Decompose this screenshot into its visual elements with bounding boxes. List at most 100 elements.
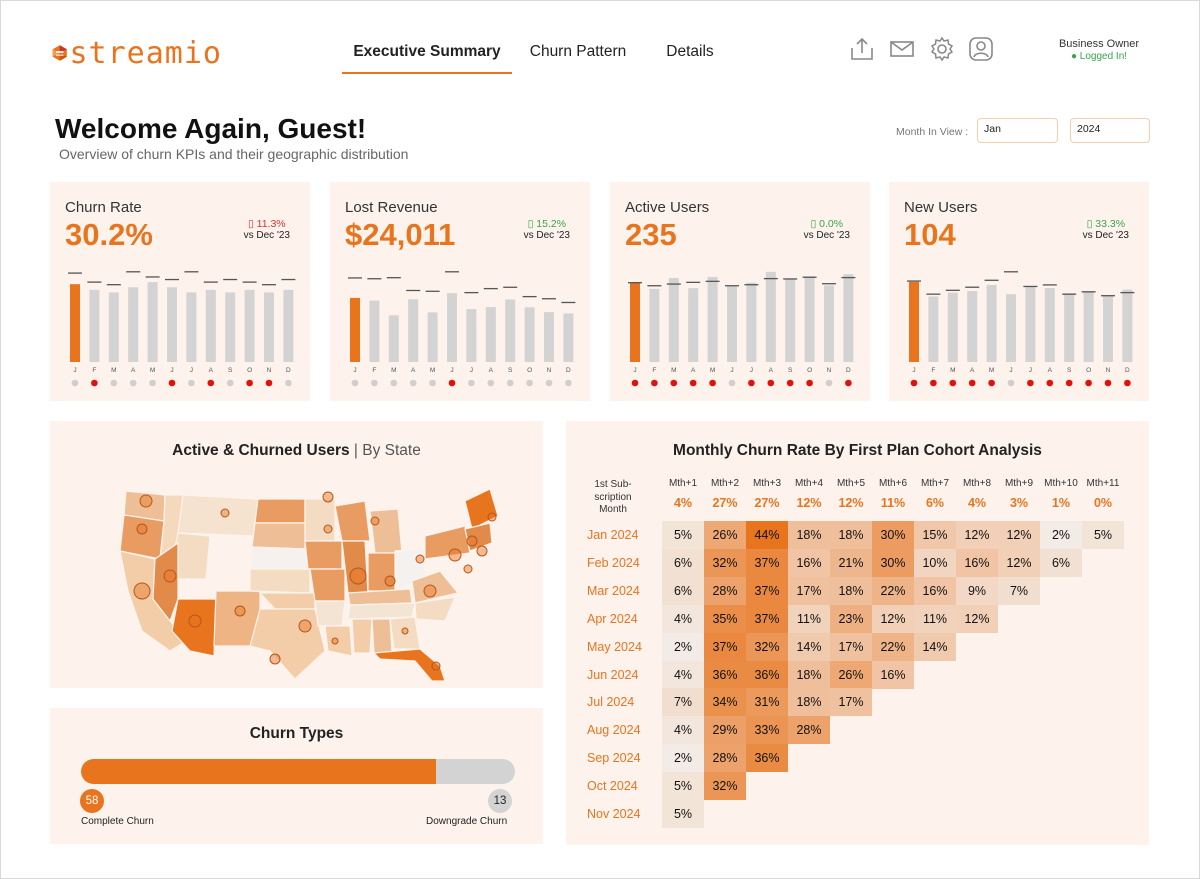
cohort-cell[interactable]: 30%: [872, 548, 914, 577]
cohort-cell[interactable]: 12%: [956, 521, 998, 549]
cohort-cell[interactable]: 17%: [788, 576, 830, 605]
cohort-col-average: 0%: [1093, 496, 1113, 510]
cohort-cell[interactable]: 36%: [704, 660, 746, 689]
cohort-cell[interactable]: 2%: [662, 744, 704, 773]
cohort-cell[interactable]: 11%: [788, 604, 830, 633]
cohort-cell[interactable]: 22%: [872, 632, 914, 661]
user-icon[interactable]: [968, 36, 994, 62]
cohort-cell[interactable]: 14%: [788, 632, 830, 661]
cohort-cell[interactable]: 6%: [662, 576, 704, 605]
cohort-cell[interactable]: 11%: [914, 604, 956, 633]
cohort-cell[interactable]: 4%: [662, 660, 704, 689]
share-icon[interactable]: [849, 36, 875, 62]
cohort-cell[interactable]: 12%: [998, 548, 1040, 577]
cohort-cell[interactable]: 32%: [704, 548, 746, 577]
cohort-cell[interactable]: 2%: [1040, 521, 1082, 549]
brand-logo[interactable]: streamio: [52, 28, 222, 78]
cohort-cell[interactable]: 32%: [704, 772, 746, 801]
cohort-cell[interactable]: 23%: [830, 604, 872, 633]
churn-types-bar[interactable]: [81, 759, 515, 784]
tab-details[interactable]: Details: [666, 43, 714, 60]
cohort-cell[interactable]: 28%: [704, 576, 746, 605]
cohort-cell[interactable]: 32%: [746, 632, 788, 661]
kpi-flag-dot: [526, 379, 533, 387]
cohort-cell[interactable]: 33%: [746, 716, 788, 745]
cohort-cell[interactable]: 5%: [662, 521, 704, 549]
user-role: Business Owner: [1058, 38, 1140, 50]
cohort-cell[interactable]: 37%: [746, 548, 788, 577]
cohort-cell[interactable]: 16%: [914, 576, 956, 605]
cohort-cell[interactable]: 7%: [998, 576, 1040, 605]
cohort-cell[interactable]: 5%: [1082, 521, 1124, 549]
cohort-cell[interactable]: 36%: [746, 660, 788, 689]
state-ks: [249, 568, 311, 594]
tab-executive-summary[interactable]: Executive Summary: [342, 30, 512, 74]
cohort-cell[interactable]: 18%: [788, 521, 830, 549]
cohort-cell[interactable]: 18%: [830, 521, 872, 549]
cohort-cell[interactable]: 12%: [872, 604, 914, 633]
cohort-cell[interactable]: 18%: [830, 576, 872, 605]
cohort-cell[interactable]: 4%: [662, 604, 704, 633]
us-state-map[interactable]: [120, 481, 540, 681]
cohort-cell[interactable]: 37%: [746, 576, 788, 605]
cohort-cell[interactable]: 22%: [872, 576, 914, 605]
month-in-view-label: Month In View :: [896, 126, 969, 138]
cohort-cell[interactable]: 14%: [914, 632, 956, 661]
cohort-cell[interactable]: 15%: [914, 521, 956, 549]
cohort-cell[interactable]: 4%: [662, 716, 704, 745]
cohort-cell[interactable]: 16%: [788, 548, 830, 577]
downgrade-churn-count: 13: [488, 789, 512, 813]
cohort-cell[interactable]: 29%: [704, 716, 746, 745]
main-nav: Executive Summary Churn Pattern Details: [342, 30, 736, 74]
cohort-cell[interactable]: 18%: [788, 660, 830, 689]
cohort-cell[interactable]: 6%: [662, 548, 704, 577]
cohort-cell[interactable]: 28%: [704, 744, 746, 773]
cohort-cell[interactable]: 28%: [788, 716, 830, 745]
gear-icon[interactable]: [929, 36, 955, 62]
cohort-cell[interactable]: 30%: [872, 521, 914, 549]
tab-churn-pattern[interactable]: Churn Pattern: [529, 43, 627, 60]
kpi-month-label: S: [508, 367, 513, 374]
cohort-row-label: Nov 2024: [587, 807, 641, 821]
cohort-cell[interactable]: 36%: [746, 744, 788, 773]
cohort-cell[interactable]: 16%: [956, 548, 998, 577]
cohort-cell[interactable]: 16%: [872, 660, 914, 689]
state-tn: [347, 602, 416, 620]
cohort-cell[interactable]: 7%: [662, 688, 704, 717]
cohort-cell[interactable]: 17%: [830, 632, 872, 661]
kpi-flag-dot: [968, 379, 976, 387]
state-bubble: [384, 575, 396, 587]
kpi-month-label: J: [470, 367, 473, 374]
cohort-cell[interactable]: 10%: [914, 548, 956, 577]
cohort-cell[interactable]: 6%: [1040, 548, 1082, 577]
cohort-cell[interactable]: 12%: [998, 521, 1040, 549]
cohort-cell[interactable]: 5%: [662, 800, 704, 828]
month-select[interactable]: Jan: [977, 118, 1058, 143]
cohort-cell[interactable]: 31%: [746, 688, 788, 717]
downgrade-churn-label: Downgrade Churn: [426, 816, 508, 827]
cohort-cell[interactable]: 5%: [662, 772, 704, 801]
cohort-cell[interactable]: 37%: [704, 632, 746, 661]
cohort-cell[interactable]: 21%: [830, 548, 872, 577]
mail-icon[interactable]: [889, 36, 915, 62]
cohort-cell[interactable]: 26%: [830, 660, 872, 689]
state-bubble: [431, 661, 441, 671]
page-title: Welcome Again, Guest!: [55, 113, 367, 144]
cohort-cell[interactable]: 18%: [788, 688, 830, 717]
cohort-cell[interactable]: 2%: [662, 632, 704, 661]
cohort-cell[interactable]: 17%: [830, 688, 872, 717]
cohort-cell[interactable]: 35%: [704, 604, 746, 633]
cohort-cell[interactable]: 44%: [746, 521, 788, 549]
kpi-flag-dot: [71, 379, 79, 387]
cohort-cell[interactable]: 26%: [704, 521, 746, 549]
cohort-cell[interactable]: 37%: [746, 604, 788, 633]
cohort-cell[interactable]: 12%: [956, 604, 998, 633]
kpi-bar: [746, 282, 757, 362]
cohort-cell[interactable]: 34%: [704, 688, 746, 717]
cohort-cell[interactable]: 9%: [956, 576, 998, 605]
year-select[interactable]: 2024: [1070, 118, 1150, 143]
